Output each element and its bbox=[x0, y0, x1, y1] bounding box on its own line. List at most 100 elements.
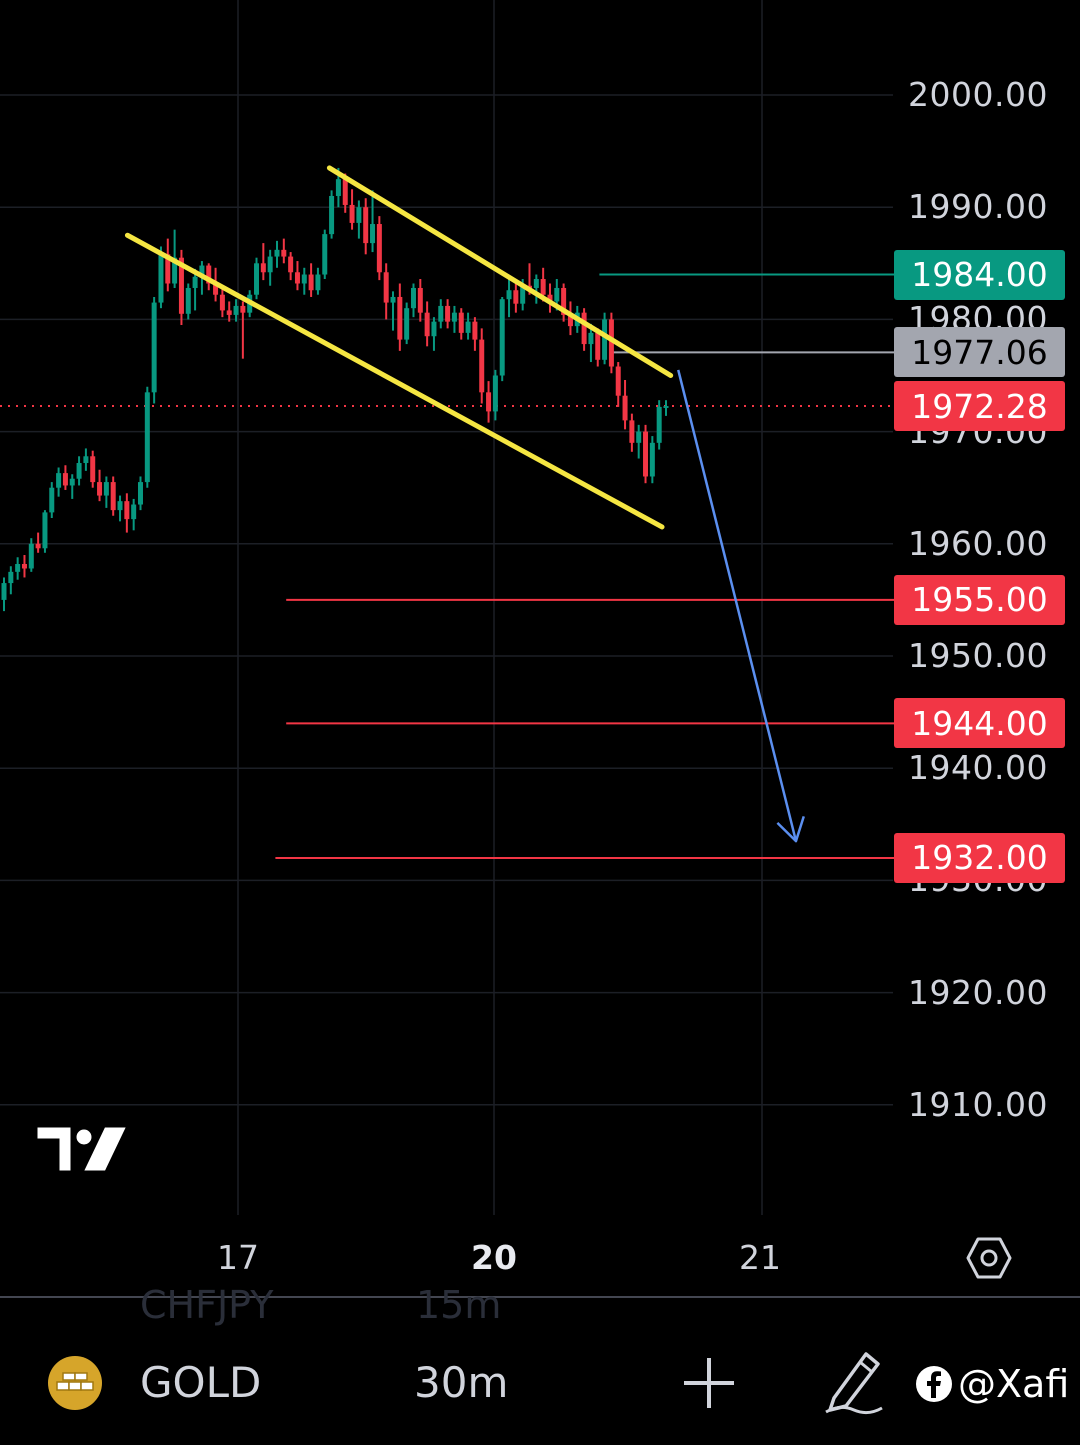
candle-body bbox=[15, 563, 21, 572]
candle-body bbox=[281, 249, 287, 257]
candle-body bbox=[137, 482, 143, 505]
candle-body bbox=[410, 287, 416, 309]
candle-body bbox=[233, 305, 239, 315]
y-tick-label: 1920.00 bbox=[908, 972, 1048, 1012]
candle-body bbox=[49, 487, 55, 513]
candle-body bbox=[342, 179, 348, 205]
y-tick-label: 1940.00 bbox=[908, 748, 1048, 788]
ghost-interval-text: 15m bbox=[416, 1283, 502, 1327]
interval-button[interactable]: 30m bbox=[414, 1358, 509, 1407]
candle-body bbox=[192, 276, 198, 288]
candle-body bbox=[540, 279, 546, 295]
price-tag: 1984.00 bbox=[894, 249, 1065, 300]
candle-body bbox=[656, 406, 662, 443]
candle-body bbox=[28, 543, 34, 569]
forecast-arrow-line bbox=[677, 369, 798, 842]
pen-icon[interactable] bbox=[820, 1348, 886, 1416]
candle-body bbox=[254, 263, 260, 295]
candle-body bbox=[643, 431, 649, 477]
candle-body bbox=[151, 302, 157, 393]
candle-body bbox=[288, 256, 294, 273]
candle-body bbox=[438, 305, 444, 322]
candle-body bbox=[158, 254, 164, 303]
price-tag: 1955.00 bbox=[894, 574, 1065, 625]
tradingview-logo bbox=[32, 1120, 132, 1178]
candle-body bbox=[431, 321, 437, 337]
candle-body bbox=[315, 274, 321, 291]
candle-body bbox=[97, 482, 103, 496]
candle-body bbox=[465, 321, 471, 333]
candle-body bbox=[356, 207, 362, 223]
candle-body bbox=[117, 501, 123, 511]
price-chart[interactable] bbox=[0, 0, 1080, 1215]
candle-body bbox=[62, 473, 68, 486]
candle-body bbox=[595, 332, 601, 360]
candle-body bbox=[308, 274, 314, 291]
x-tick-label: 20 bbox=[471, 1238, 517, 1277]
y-tick-label: 1910.00 bbox=[908, 1084, 1048, 1124]
candle-body bbox=[90, 456, 96, 483]
candle-body bbox=[240, 305, 246, 313]
candle-body bbox=[219, 294, 225, 311]
candle-body bbox=[349, 204, 355, 223]
candle-body bbox=[397, 296, 403, 340]
chart-area[interactable] bbox=[0, 0, 1080, 1215]
gold-bars-icon[interactable] bbox=[48, 1356, 102, 1410]
candle-body bbox=[206, 265, 212, 284]
candle-body bbox=[567, 314, 573, 327]
candle-body bbox=[492, 375, 498, 412]
candle-body bbox=[458, 312, 464, 333]
candle-body bbox=[103, 482, 109, 496]
candle-body bbox=[131, 504, 137, 520]
candle-body bbox=[178, 257, 184, 314]
hexagon-settings-icon[interactable] bbox=[966, 1235, 1012, 1281]
candle-body bbox=[376, 224, 382, 273]
candle-body bbox=[370, 224, 376, 244]
candle-body bbox=[636, 431, 642, 443]
plus-icon[interactable] bbox=[682, 1356, 736, 1410]
ghost-symbol-text: CHFJPY bbox=[140, 1283, 274, 1327]
candle-body bbox=[602, 319, 608, 360]
candle-body bbox=[513, 290, 519, 304]
candle-body bbox=[83, 456, 89, 464]
candle-body bbox=[69, 478, 75, 486]
candle-body bbox=[506, 290, 512, 300]
candle-body bbox=[267, 256, 273, 273]
candle-body bbox=[213, 283, 219, 295]
candle-body bbox=[533, 279, 539, 288]
price-tag: 1977.06 bbox=[894, 327, 1065, 378]
candle-body bbox=[424, 312, 430, 337]
watermark: @Xafi bbox=[916, 1362, 1069, 1406]
candle-body bbox=[322, 234, 328, 275]
symbol-button[interactable]: GOLD bbox=[140, 1358, 262, 1407]
candle-body bbox=[404, 308, 410, 340]
candle-body bbox=[622, 395, 628, 421]
candle-body bbox=[472, 321, 478, 340]
candle-body bbox=[110, 482, 116, 511]
candle-body bbox=[329, 195, 335, 235]
candle-body bbox=[663, 406, 669, 409]
candle-body bbox=[615, 366, 621, 396]
candle-body bbox=[335, 179, 341, 196]
candle-body bbox=[383, 272, 389, 303]
x-tick-label: 17 bbox=[217, 1238, 259, 1277]
candle-body bbox=[185, 287, 191, 314]
candle-body bbox=[301, 274, 307, 284]
candle-body bbox=[76, 463, 82, 479]
price-tag: 1972.28 bbox=[894, 381, 1065, 432]
candle-body bbox=[588, 332, 594, 345]
candle-body bbox=[390, 296, 396, 303]
candle-body bbox=[294, 272, 300, 284]
candle-body bbox=[499, 299, 505, 376]
candle-body bbox=[581, 312, 587, 345]
candle-body bbox=[8, 571, 14, 584]
candle-body bbox=[554, 287, 560, 302]
price-tag: 1932.00 bbox=[894, 832, 1065, 883]
candle-body bbox=[451, 312, 457, 322]
candle-body bbox=[21, 563, 27, 569]
candle-body bbox=[144, 392, 150, 483]
candle-body bbox=[561, 287, 567, 315]
candle-body bbox=[165, 254, 171, 284]
x-tick-label: 21 bbox=[739, 1238, 781, 1277]
candle-body bbox=[1, 583, 7, 600]
